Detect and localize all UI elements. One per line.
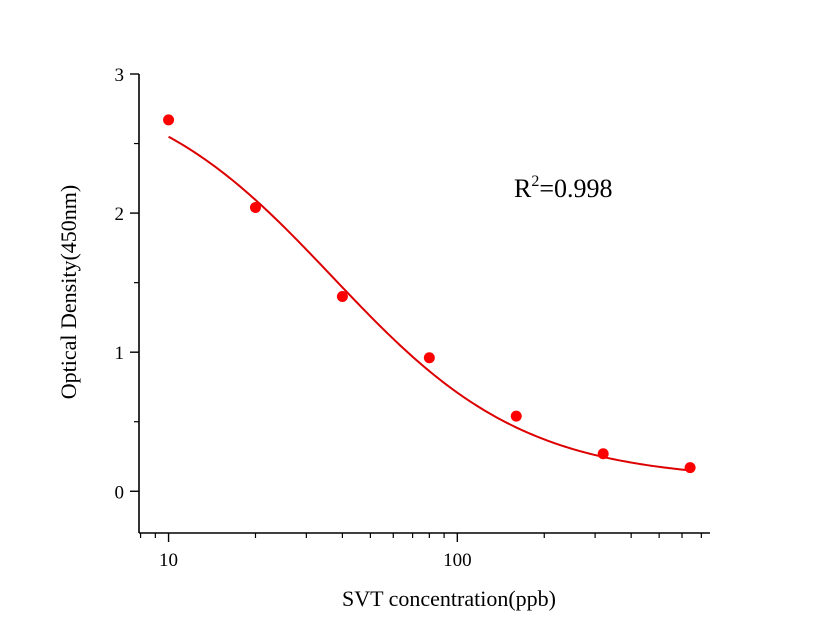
- r-squared-base: R: [514, 174, 532, 203]
- y-tick-label: 3: [115, 65, 125, 86]
- r-squared-superscript: 2: [531, 173, 539, 190]
- data-point: [163, 114, 175, 126]
- data-point: [597, 448, 609, 460]
- x-axis-title: SVT concentration(ppb): [342, 586, 556, 611]
- data-point: [423, 352, 435, 364]
- data-point: [684, 462, 696, 474]
- x-tick-label: 10: [159, 550, 178, 571]
- y-tick-label: 2: [115, 204, 125, 225]
- axes: 0 1 2 3 10 100: [115, 65, 710, 571]
- r-squared-value: =0.998: [539, 174, 612, 203]
- points-layer: [163, 114, 696, 474]
- svg-text:R2=0.998: R2=0.998: [514, 173, 613, 203]
- y-tick-label: 1: [115, 343, 125, 364]
- x-tick-label: 100: [443, 550, 472, 571]
- data-point: [249, 202, 261, 214]
- y-axis-title: Optical Density(450nm): [56, 185, 81, 399]
- y-tick-label: 0: [115, 482, 125, 503]
- data-point: [336, 291, 348, 303]
- r-squared-annotation: R2=0.998: [514, 173, 613, 203]
- data-point: [510, 410, 522, 422]
